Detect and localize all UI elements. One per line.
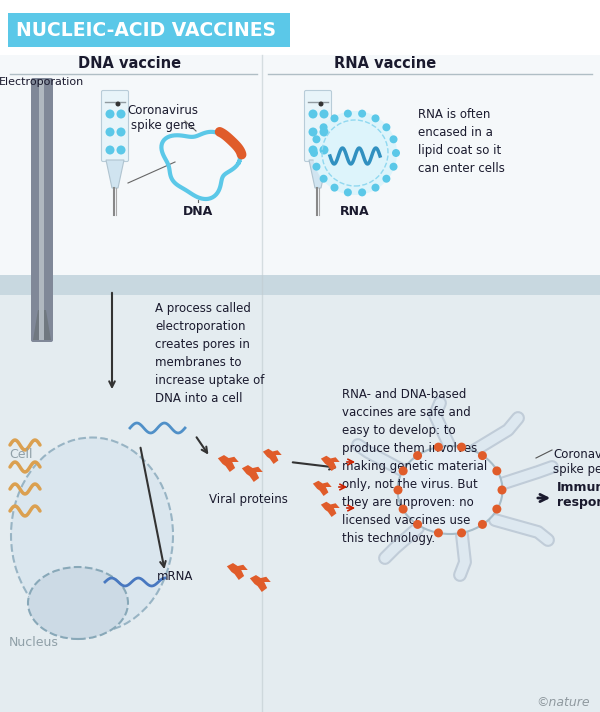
Polygon shape [321, 456, 340, 471]
Text: RNA- and DNA-based
vaccines are safe and
easy to develop: to
produce them involv: RNA- and DNA-based vaccines are safe and… [342, 388, 487, 545]
Circle shape [457, 443, 466, 451]
Circle shape [320, 123, 328, 131]
Circle shape [493, 466, 502, 476]
Circle shape [308, 145, 317, 155]
Circle shape [308, 110, 317, 118]
Circle shape [313, 135, 320, 143]
Text: Coronavirus
spike gene: Coronavirus spike gene [128, 104, 199, 132]
Polygon shape [313, 481, 332, 496]
Circle shape [344, 189, 352, 197]
Circle shape [382, 174, 391, 183]
Polygon shape [263, 449, 281, 464]
Circle shape [371, 184, 380, 192]
Circle shape [434, 528, 443, 538]
Polygon shape [0, 275, 600, 295]
Circle shape [106, 127, 115, 137]
Circle shape [308, 127, 317, 137]
Circle shape [106, 110, 115, 118]
FancyBboxPatch shape [31, 78, 53, 342]
Circle shape [493, 505, 502, 513]
Circle shape [398, 505, 407, 513]
FancyBboxPatch shape [39, 80, 44, 340]
Text: mRNA: mRNA [157, 570, 193, 584]
Circle shape [310, 149, 318, 157]
Polygon shape [33, 310, 51, 340]
Circle shape [106, 145, 115, 155]
Circle shape [320, 127, 329, 137]
Text: Cell: Cell [9, 449, 32, 461]
Circle shape [313, 111, 397, 195]
Polygon shape [0, 285, 600, 712]
Circle shape [320, 145, 329, 155]
Circle shape [389, 162, 398, 171]
Circle shape [371, 115, 380, 122]
Circle shape [413, 451, 422, 460]
Polygon shape [0, 0, 600, 55]
Circle shape [392, 149, 400, 157]
Text: Coronavirus
spike peptide: Coronavirus spike peptide [553, 448, 600, 476]
Circle shape [116, 127, 125, 137]
Polygon shape [309, 160, 327, 188]
Circle shape [478, 520, 487, 529]
FancyBboxPatch shape [305, 90, 331, 162]
Circle shape [413, 520, 422, 529]
Polygon shape [0, 0, 600, 285]
Ellipse shape [398, 446, 503, 534]
FancyBboxPatch shape [8, 13, 290, 47]
Text: RNA is often
encased in a
lipid coat so it
can enter cells: RNA is often encased in a lipid coat so … [418, 108, 505, 175]
Text: NUCLEIC-ACID VACCINES: NUCLEIC-ACID VACCINES [16, 21, 276, 39]
Text: RNA vaccine: RNA vaccine [334, 56, 436, 70]
Circle shape [320, 174, 328, 183]
Circle shape [394, 486, 403, 495]
Circle shape [313, 162, 320, 171]
Ellipse shape [11, 437, 173, 632]
Text: Electroporation: Electroporation [0, 77, 85, 87]
Circle shape [331, 184, 338, 192]
Text: Nucleus: Nucleus [9, 637, 59, 649]
Circle shape [319, 102, 323, 107]
Circle shape [115, 102, 121, 107]
Text: Immune
response: Immune response [557, 481, 600, 509]
Circle shape [478, 451, 487, 460]
Circle shape [457, 528, 466, 538]
Text: DNA: DNA [183, 205, 213, 218]
Circle shape [398, 466, 407, 476]
Circle shape [116, 110, 125, 118]
Text: A process called
electroporation
creates pores in
membranes to
increase uptake o: A process called electroporation creates… [155, 302, 265, 405]
Text: ©nature: ©nature [536, 696, 590, 708]
Circle shape [358, 110, 366, 117]
Circle shape [389, 135, 398, 143]
FancyBboxPatch shape [101, 90, 128, 162]
Polygon shape [321, 502, 340, 517]
Circle shape [320, 110, 329, 118]
Circle shape [382, 123, 391, 131]
Polygon shape [106, 160, 124, 188]
Polygon shape [218, 455, 239, 472]
Polygon shape [242, 465, 263, 482]
Circle shape [331, 115, 338, 122]
Circle shape [116, 145, 125, 155]
Circle shape [344, 110, 352, 117]
Ellipse shape [28, 567, 128, 639]
Text: Viral proteins: Viral proteins [209, 493, 287, 506]
Text: RNA: RNA [340, 205, 370, 218]
Circle shape [434, 443, 443, 451]
Circle shape [497, 486, 506, 495]
Polygon shape [227, 563, 248, 580]
Text: DNA vaccine: DNA vaccine [79, 56, 182, 70]
Polygon shape [250, 575, 271, 592]
Circle shape [358, 189, 366, 197]
